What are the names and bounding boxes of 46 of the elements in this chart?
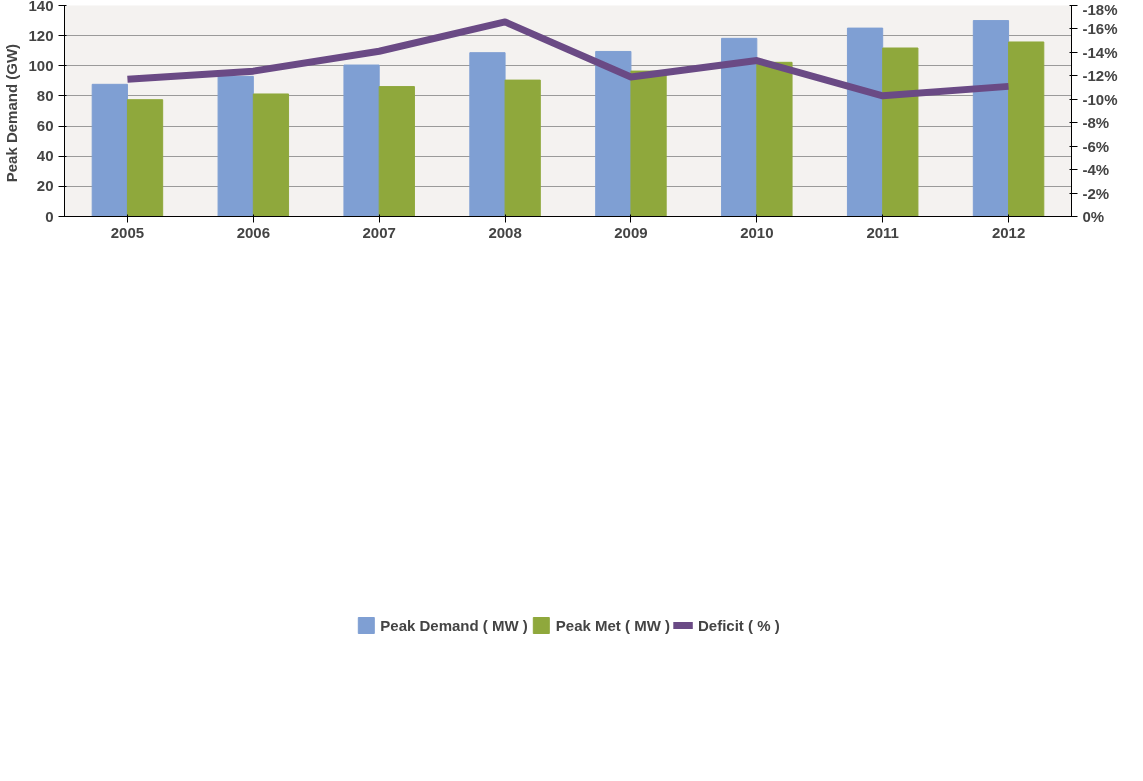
y-tick-label: 140 <box>28 0 54 14</box>
y2-tick-label: -10% <box>1082 90 1118 108</box>
bar <box>343 64 380 217</box>
legend-label: Peak Met ( MW ) <box>555 616 671 634</box>
x-tick-label: 2009 <box>614 223 648 241</box>
y2-tick-label: -16% <box>1082 20 1118 38</box>
y-tick-label: 60 <box>36 117 54 135</box>
bar <box>91 83 128 217</box>
x-tick-label: 2007 <box>362 223 396 241</box>
bar <box>469 52 506 217</box>
y-axis-title: Peak Demand (GW) <box>3 43 21 183</box>
bar <box>378 86 415 217</box>
x-tick-label: 2005 <box>110 223 145 241</box>
x-tick-label: 2010 <box>740 223 774 241</box>
y2-tick-label: -6% <box>1082 137 1110 155</box>
bar <box>846 27 884 217</box>
bar <box>504 79 541 217</box>
y-tick-label: 120 <box>28 26 54 44</box>
legend-label: Peak Demand ( MW ) <box>380 616 528 634</box>
y2-tick-label: -8% <box>1082 114 1110 132</box>
y2-tick-label: -14% <box>1082 43 1118 61</box>
bar <box>972 20 1010 217</box>
x-tick-label: 2006 <box>236 223 270 241</box>
bar <box>595 50 632 217</box>
x-tick-label: 2008 <box>488 223 522 241</box>
y2-tick-label: -2% <box>1082 184 1110 202</box>
bar <box>756 61 793 217</box>
bar <box>721 37 758 217</box>
bar <box>217 75 254 217</box>
y2-tick-label: 0% <box>1082 208 1105 225</box>
y-tick-label: 0 <box>45 207 54 225</box>
y2-tick-label: -12% <box>1082 67 1118 85</box>
y-tick-label: 20 <box>36 177 54 195</box>
bar <box>1008 41 1045 217</box>
legend-label: Deficit ( % ) <box>698 616 780 634</box>
y-tick-label: 40 <box>36 147 54 165</box>
y-tick-label: 80 <box>36 86 54 104</box>
x-tick-label: 2011 <box>866 223 899 241</box>
x-tick-label: 2012 <box>991 223 1026 241</box>
y2-tick-label: -18% <box>1082 0 1118 18</box>
bar <box>630 70 667 217</box>
bar <box>252 93 290 217</box>
y-tick-label: 100 <box>28 56 54 74</box>
y2-tick-label: -4% <box>1082 161 1110 179</box>
bar <box>126 99 164 217</box>
bar <box>882 47 919 217</box>
